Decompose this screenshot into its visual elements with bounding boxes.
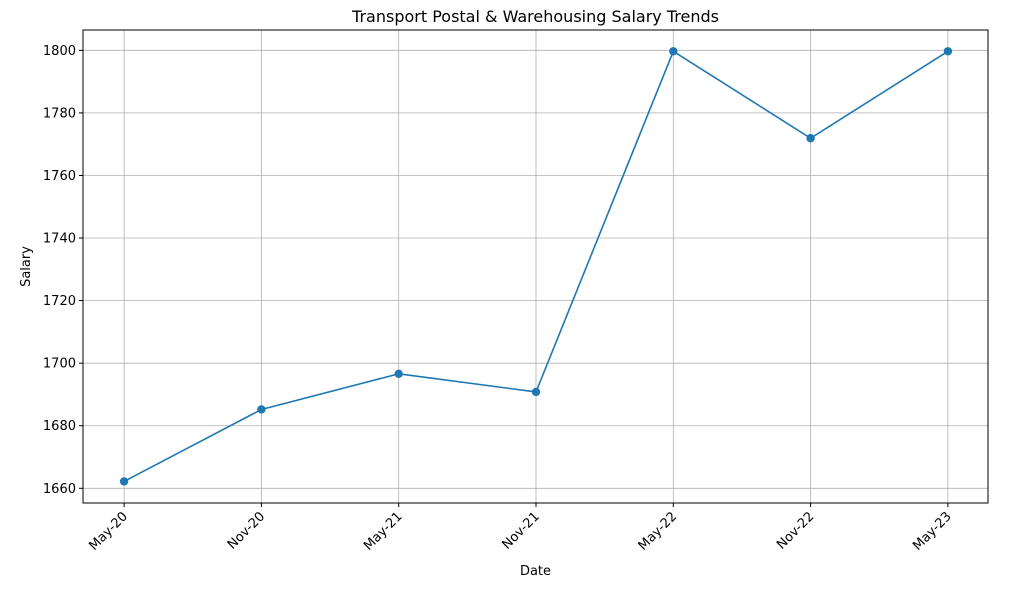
x-tick-label: May-20 bbox=[86, 509, 130, 553]
y-axis-ticks: 1660 1680 1700 1720 1740 1760 1780 1800 bbox=[43, 44, 83, 497]
y-tick-label: 1660 bbox=[43, 482, 76, 497]
data-point bbox=[669, 47, 678, 56]
x-tick-label: May-21 bbox=[361, 509, 405, 553]
chart-title: Transport Postal & Warehousing Salary Tr… bbox=[351, 7, 719, 26]
data-point bbox=[119, 477, 129, 486]
x-tick-label: Nov-22 bbox=[774, 509, 817, 552]
x-axis-ticks: May-20 Nov-20 May-21 Nov-21 May-22 Nov-22 May-… bbox=[86, 503, 955, 554]
x-tick-label: May-23 bbox=[910, 509, 954, 553]
data-point bbox=[257, 405, 266, 414]
y-axis-label: Salary bbox=[19, 246, 34, 287]
y-tick-label: 1700 bbox=[43, 357, 76, 372]
x-axis-label: Date bbox=[520, 564, 551, 579]
y-tick-label: 1760 bbox=[43, 169, 76, 184]
series-group bbox=[119, 47, 953, 486]
data-point bbox=[394, 369, 403, 379]
y-tick-label: 1720 bbox=[43, 294, 76, 309]
y-tick-label: 1780 bbox=[43, 106, 76, 121]
data-point bbox=[943, 47, 953, 56]
y-tick-label: 1740 bbox=[43, 232, 76, 247]
x-tick-label: Nov-20 bbox=[225, 509, 268, 552]
y-tick-label: 1680 bbox=[43, 419, 76, 434]
y-tick-label: 1800 bbox=[43, 44, 76, 59]
x-tick-label: Nov-21 bbox=[500, 509, 543, 552]
data-point bbox=[531, 387, 541, 397]
data-point bbox=[806, 134, 815, 143]
grid-lines bbox=[83, 30, 988, 503]
x-tick-label: May-22 bbox=[636, 509, 680, 553]
